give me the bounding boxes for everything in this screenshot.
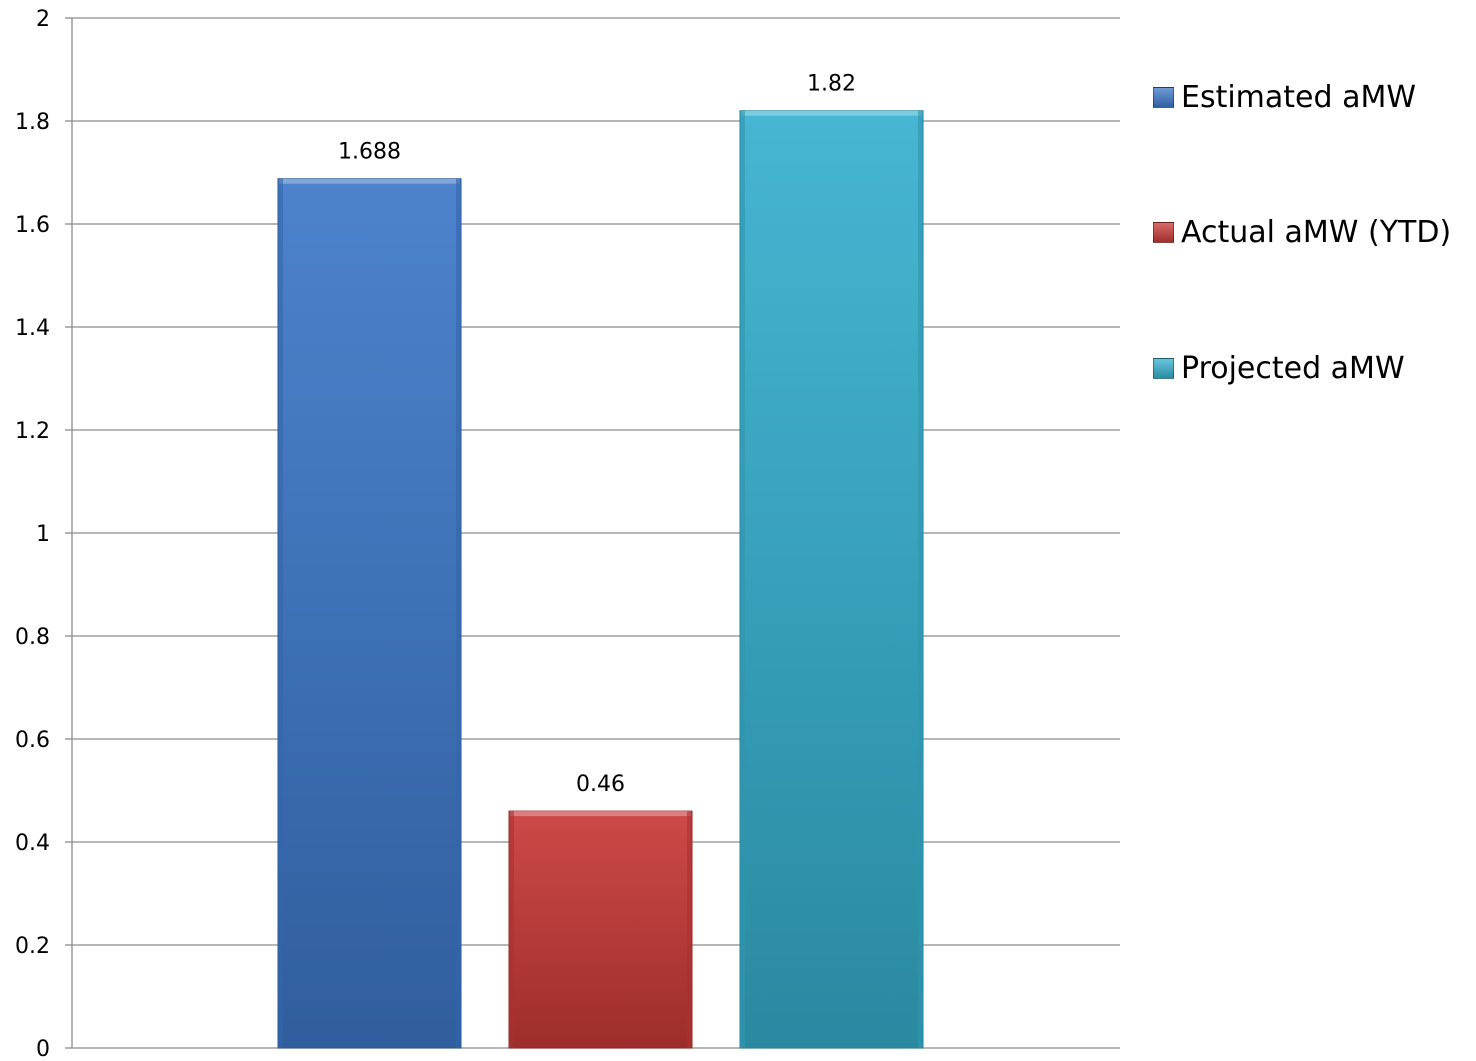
- legend-label-actual: Actual aMW (YTD): [1181, 215, 1452, 250]
- data-label-actual: 0.46: [576, 772, 625, 797]
- y-tick-label: 0.6: [15, 728, 50, 753]
- y-axis: 0 0.2 0.4 0.6 0.8 1 1.2 1.4 1.6 1.8 2: [15, 7, 73, 1061]
- bar-estimated: [277, 178, 462, 1049]
- bar-estimated-edge-right: [456, 178, 461, 1048]
- bar-actual-edge-right: [687, 811, 692, 1048]
- legend-swatch-projected: [1153, 358, 1174, 379]
- legend-label-projected: Projected aMW: [1181, 351, 1405, 386]
- bar-estimated-body: [277, 178, 462, 1049]
- y-tick-label: 1.8: [15, 110, 50, 135]
- bar-actual-highlight: [510, 811, 691, 817]
- data-label-estimated: 1.688: [338, 140, 401, 165]
- data-labels: 1.688 0.46 1.82: [338, 72, 856, 797]
- y-tick-label: 0: [36, 1037, 50, 1061]
- y-tick-label: 1: [36, 522, 50, 547]
- y-tick-label: 2: [36, 7, 50, 32]
- bar-projected-body: [739, 110, 924, 1049]
- legend-item-actual: Actual aMW (YTD): [1153, 215, 1451, 250]
- legend-item-estimated: Estimated aMW: [1153, 80, 1416, 115]
- bar-actual-edge-left: [509, 811, 514, 1048]
- y-tick-label: 0.8: [15, 625, 50, 650]
- bar-estimated-edge-left: [278, 178, 283, 1048]
- legend-label-estimated: Estimated aMW: [1181, 80, 1417, 115]
- bar-estimated-highlight: [279, 178, 460, 184]
- y-tick-label: 1.4: [15, 316, 50, 341]
- bar-actual-body: [508, 810, 693, 1049]
- y-tick-label: 0.2: [15, 934, 50, 959]
- data-label-projected: 1.82: [807, 72, 856, 97]
- gridlines: [72, 17, 1120, 1049]
- bar-actual: [508, 810, 693, 1049]
- legend-swatch-estimated: [1153, 87, 1174, 108]
- y-tick-label: 1.6: [15, 213, 50, 238]
- legend-swatch-actual: [1153, 222, 1174, 243]
- bar-projected-edge-left: [740, 110, 745, 1048]
- bars: [277, 110, 924, 1049]
- bar-projected: [739, 110, 924, 1049]
- bar-projected-highlight: [741, 110, 922, 116]
- y-tick-label: 0.4: [15, 831, 50, 856]
- legend-item-projected: Projected aMW: [1153, 351, 1405, 386]
- y-tick-label: 1.2: [15, 419, 50, 444]
- bar-projected-edge-right: [918, 110, 923, 1048]
